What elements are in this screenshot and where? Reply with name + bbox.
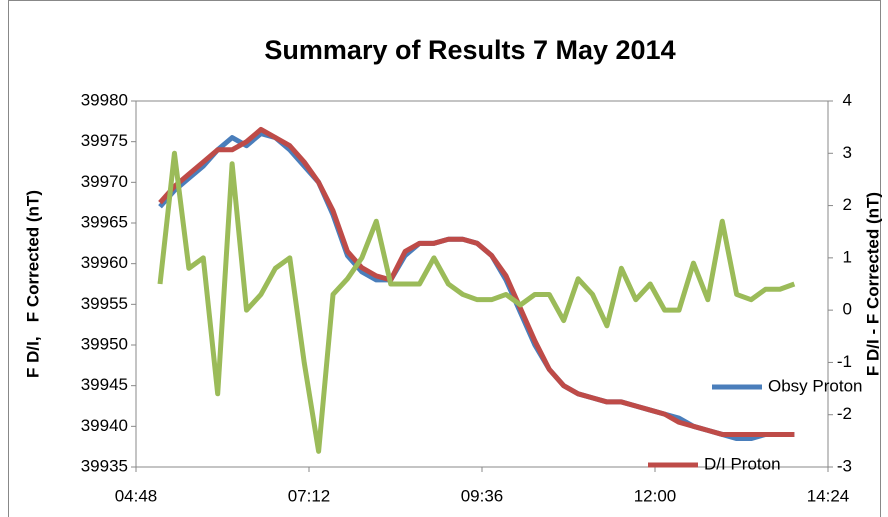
y2-tick-label: -3	[837, 456, 852, 475]
y2-tick-label: 4	[843, 90, 852, 109]
y-tick-label: 39950	[81, 334, 128, 353]
series-line	[157, 150, 796, 454]
y2-tick-label: 1	[843, 247, 852, 266]
y-tick-label: 39945	[81, 375, 128, 394]
series-line	[158, 126, 795, 437]
y2-tick-label: 2	[843, 195, 852, 214]
y-axis-label: F D/I, F Corrected (nT)	[23, 190, 42, 378]
chart-border	[8, 0, 881, 517]
y-tick-label: 39980	[81, 90, 128, 109]
x-tick-label: 09:36	[461, 486, 504, 505]
y-tick-label: 39955	[81, 294, 128, 313]
x-tick-label: 04:48	[115, 486, 158, 505]
y2-tick-label: -1	[837, 352, 852, 371]
y-tick-label: 39970	[81, 172, 128, 191]
x-tick-label: 14:24	[807, 486, 850, 505]
x-tick-label: 12:00	[634, 486, 677, 505]
y2-tick-label: 3	[843, 143, 852, 162]
y-tick-label: 39975	[81, 131, 128, 150]
chart-title: Summary of Results 7 May 2014	[264, 35, 675, 65]
y-tick-label: 39935	[81, 456, 128, 475]
legend-label: D/I Proton	[704, 454, 781, 473]
y2-axis-label: F D/I - F Corrected (nT)	[863, 192, 882, 376]
y-tick-label: 39940	[81, 416, 128, 435]
legend-label: Obsy Proton	[768, 376, 863, 395]
x-tick-label: 07:12	[288, 486, 331, 505]
y2-tick-label: -2	[837, 404, 852, 423]
y-tick-label: 39960	[81, 253, 128, 272]
y-tick-label: 39965	[81, 212, 128, 231]
y2-tick-label: 0	[843, 300, 852, 319]
